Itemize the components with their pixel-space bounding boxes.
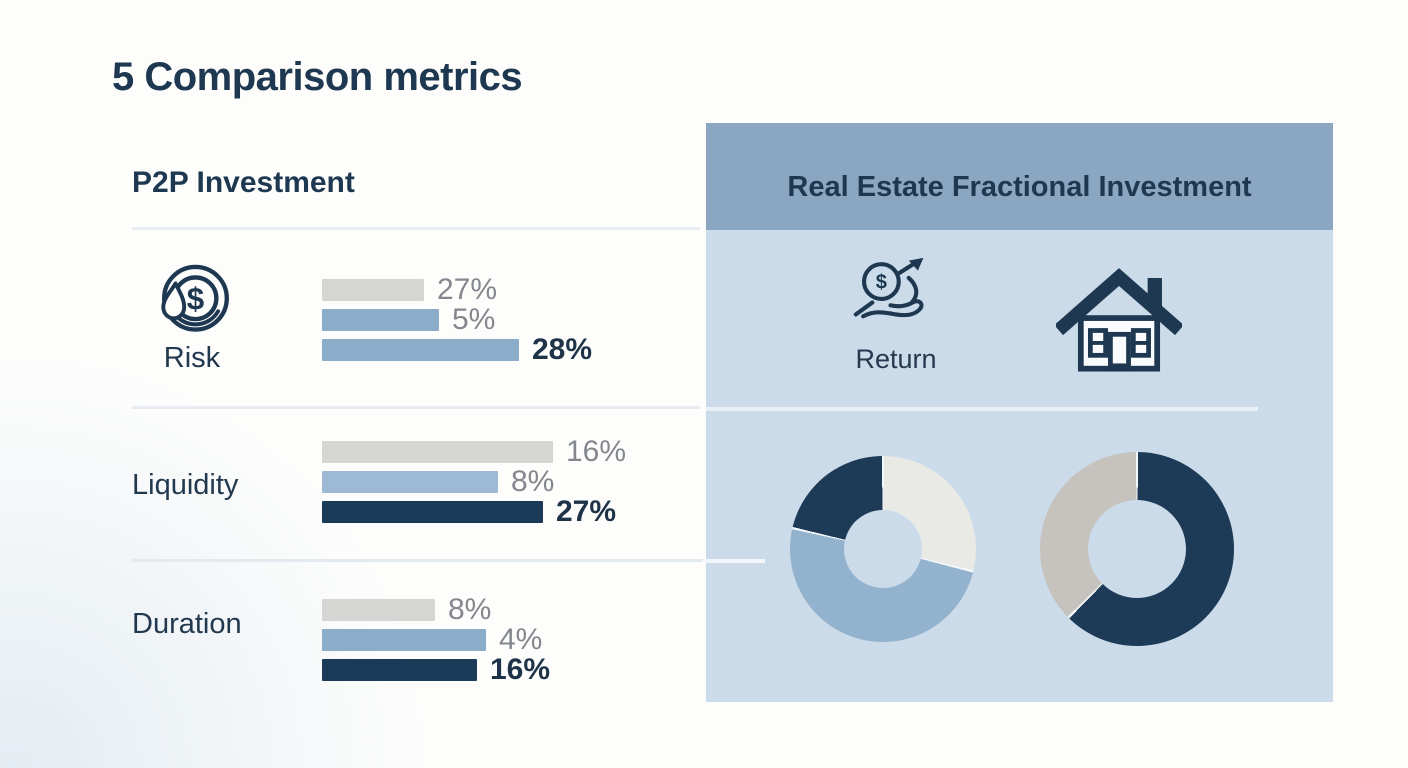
page-title: 5 Comparison metrics: [112, 55, 523, 99]
bar-value-label: 28%: [532, 333, 593, 366]
donut-hole: [844, 510, 922, 588]
duration-bars-group: 8% 4% 16%: [322, 595, 550, 689]
bar-value-label: 5%: [452, 303, 496, 336]
bar-row: 8%: [322, 467, 626, 497]
metric-bar: [322, 339, 519, 361]
metric-risk: $ Risk: [138, 260, 246, 375]
metric-bar: [322, 629, 486, 651]
left-column-header: P2P Investment: [132, 166, 355, 199]
metric-bar: [322, 471, 498, 493]
metric-bar: [322, 441, 553, 463]
bar-row: 16%: [322, 655, 550, 685]
right-column-header: Real Estate Fractional Investment: [706, 123, 1333, 230]
metric-label-liquidity: Liquidity: [132, 469, 239, 501]
metric-bar: [322, 659, 477, 681]
bar-value-label: 8%: [511, 465, 555, 498]
door-shape: [1108, 331, 1131, 369]
money-drop-icon: $: [161, 264, 229, 332]
real-estate-panel: Real Estate Fractional Investment: [706, 123, 1333, 702]
panel-divider-below-return-row: [706, 407, 1258, 411]
bar-value-label: 8%: [448, 593, 492, 626]
divider-below-risk-row: [132, 406, 700, 409]
droplet-shape: [161, 281, 187, 321]
bar-row: 5%: [322, 305, 592, 335]
metric-bar: [322, 309, 439, 331]
panel-divider-segment: [705, 559, 765, 563]
liquidity-bars-group: 16% 8% 27%: [322, 437, 626, 531]
return-block: $ Return: [838, 256, 954, 375]
metric-bar: [322, 279, 424, 301]
bar-value-label: 27%: [556, 495, 617, 528]
divider-below-left-header: [132, 227, 700, 230]
risk-bars-group: 27% 5% 28%: [322, 275, 592, 369]
bar-value-label: 27%: [437, 273, 498, 306]
dollar-glyph: $: [876, 271, 887, 293]
bar-value-label: 4%: [499, 623, 543, 656]
metric-label-duration: Duration: [132, 608, 242, 640]
bar-row: 27%: [322, 275, 592, 305]
house-block: [1054, 264, 1184, 381]
metric-label-risk: Risk: [163, 342, 221, 374]
divider-below-liquidity-row: [132, 559, 703, 562]
bar-row: 8%: [322, 595, 550, 625]
metric-bar: [322, 599, 435, 621]
donut-chart-right: [1040, 452, 1234, 646]
return-label: Return: [855, 344, 937, 374]
bar-row: 28%: [322, 335, 592, 365]
bar-row: 4%: [322, 625, 550, 655]
arrow-head: [908, 257, 924, 271]
bar-value-label: 16%: [490, 653, 551, 686]
return-growth-icon: $: [853, 257, 924, 319]
donut-chart-left: [790, 456, 976, 642]
hand-shape: [861, 299, 924, 319]
metric-bar: [322, 501, 543, 523]
bar-row: 16%: [322, 437, 626, 467]
house-icon: [1054, 268, 1184, 372]
bar-value-label: 16%: [566, 435, 627, 468]
donut-hole: [1088, 500, 1186, 598]
dollar-glyph: $: [187, 282, 204, 317]
bar-row: 27%: [322, 497, 626, 527]
roof-shape: [1054, 268, 1184, 336]
